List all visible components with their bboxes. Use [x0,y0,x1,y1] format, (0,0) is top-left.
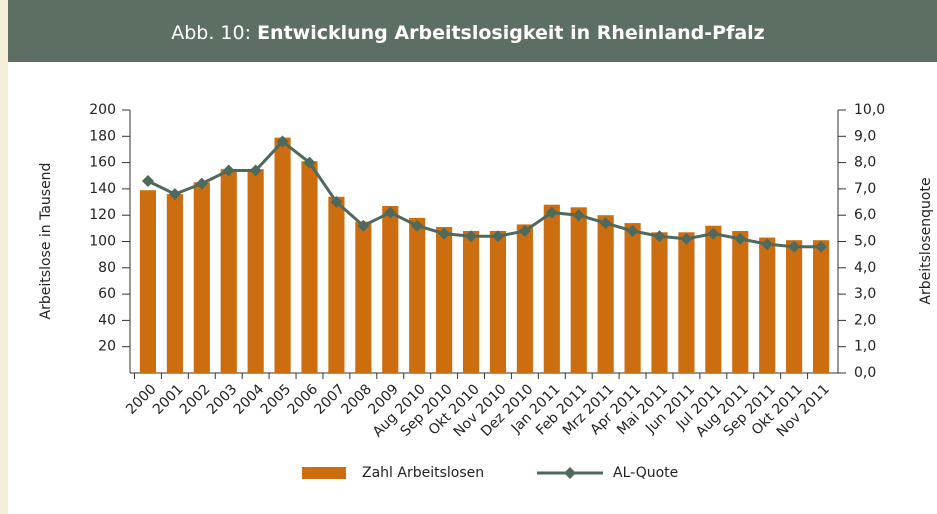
marker [357,219,370,232]
bar [543,204,560,373]
bar [193,182,210,373]
marker [680,232,693,245]
bar [409,217,426,373]
chart-title: Abb. 10: Entwicklung Arbeitslosigkeit in… [171,22,765,44]
y-tick-label: 40 [98,312,116,328]
y-tick-label: 200 [89,102,116,118]
title-text: Entwicklung Arbeitslosigkeit in Rheinlan… [257,22,765,44]
bar [462,230,480,373]
marker [249,164,262,177]
marker [384,206,397,219]
marker [815,240,828,253]
marker [276,135,289,148]
legend-marker [564,467,576,479]
marker [653,230,666,243]
marker [707,227,720,240]
marker [491,230,504,243]
bar [247,169,264,373]
y-tick-label: 60 [98,286,116,302]
marker [626,224,639,237]
bar [678,232,695,373]
bar [274,137,291,373]
y2-axis-label: Arbeitslosenquote [918,177,934,304]
marker [599,217,612,230]
bar [570,207,587,373]
marker [518,224,531,237]
bar [812,240,830,373]
y-tick-label: 20 [98,339,116,355]
y-tick-label: 100 [89,234,116,250]
bar [139,190,157,373]
legend-label: Zahl Arbeitslosen [362,465,484,481]
bar [759,237,776,373]
bar [516,224,533,373]
y2-tick-label: 1,0 [854,339,876,355]
y2-tick-label: 3,0 [854,286,876,302]
legend-label: AL-Quote [613,465,678,481]
y2-tick-label: 10,0 [854,102,885,118]
y2-tick-label: 9,0 [854,128,876,144]
y2-tick-label: 5,0 [854,234,876,250]
bar [705,225,722,373]
marker [545,206,558,219]
y2-tick-label: 6,0 [854,207,876,223]
y2-tick-label: 8,0 [854,155,876,171]
y-tick-label: 140 [89,181,116,197]
marker [141,175,154,188]
marker [168,188,181,201]
y2-tick-label: 0,0 [854,365,876,381]
bar [382,205,399,373]
title-number: Abb. 10: [171,22,251,44]
bar [651,232,668,373]
bar [166,194,183,373]
y2-tick-label: 2,0 [854,312,876,328]
marker [572,209,585,222]
marker [734,232,747,245]
y2-tick-label: 4,0 [854,260,876,276]
marker [195,177,208,190]
y-tick-label: 80 [98,260,116,276]
header [8,0,937,62]
bar [328,196,345,373]
y2-tick-label: 7,0 [854,181,876,197]
y-tick-label: 180 [89,128,116,144]
marker [222,164,235,177]
marker [411,219,424,232]
bar [436,227,453,373]
bar [220,169,237,373]
marker [303,156,316,169]
marker [438,227,451,240]
bar [597,215,614,373]
bar [489,230,507,373]
bar [624,223,641,373]
y-axis-label: Arbeitslose in Tausend [38,163,54,320]
bar [301,161,318,373]
bar [355,221,372,373]
y-tick-label: 160 [89,155,116,171]
marker [330,196,343,209]
bar [732,230,749,373]
marker [465,230,478,243]
marker [788,240,801,253]
y-tick-label: 120 [89,207,116,223]
legend-swatch [302,467,346,479]
marker [761,238,774,251]
bar [786,240,803,373]
